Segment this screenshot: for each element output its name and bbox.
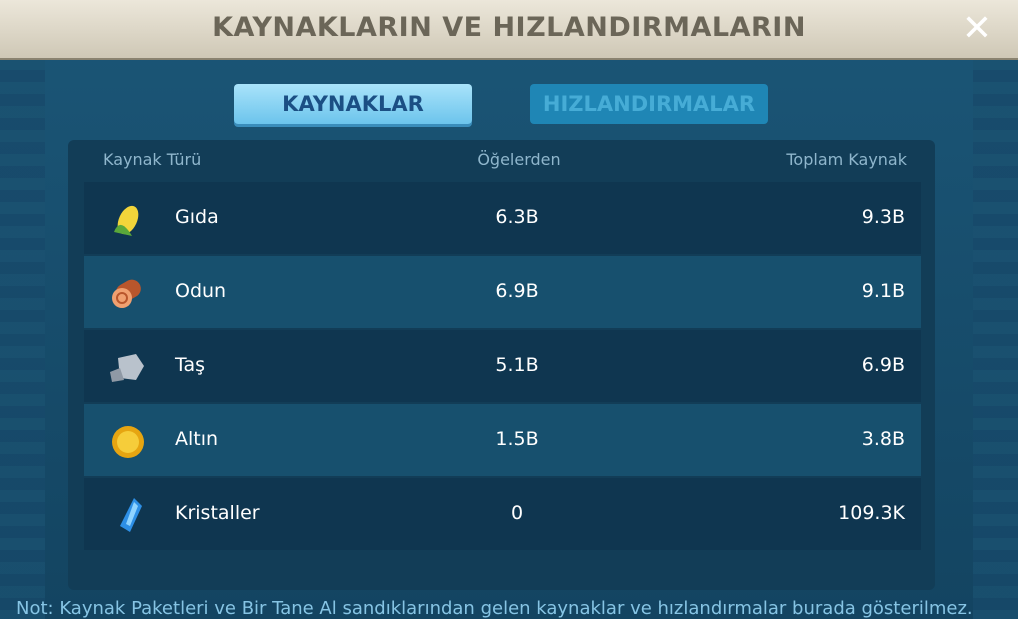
resource-icon bbox=[112, 426, 144, 458]
resource-icon bbox=[120, 498, 142, 532]
resource-icon bbox=[112, 279, 141, 308]
tab[interactable]: KAYNAKLAR bbox=[234, 84, 472, 124]
total-resource: 9.1B bbox=[861, 280, 905, 302]
total-resource: 6.9B bbox=[861, 354, 905, 376]
from-items: 6.9B bbox=[495, 280, 539, 302]
total-resource: 109.3K bbox=[838, 502, 905, 524]
from-items: 1.5B bbox=[495, 428, 539, 450]
note: Not: Kaynak Paketleri ve Bir Tane Al san… bbox=[16, 598, 973, 619]
table-row: Odun 6.9B 9.1B bbox=[84, 256, 921, 328]
resource-icon bbox=[110, 354, 144, 382]
total-resource: 3.8B bbox=[861, 428, 905, 450]
column-header: Kaynak Türü bbox=[103, 150, 202, 169]
resource-name: Taş bbox=[175, 354, 206, 376]
resource-name: Altın bbox=[175, 428, 219, 450]
border bbox=[973, 58, 1018, 619]
table-row: Taş 5.1B 6.9B bbox=[84, 330, 921, 402]
resource-icon bbox=[114, 205, 139, 236]
table-row: Altın 1.5B 3.8B bbox=[84, 404, 921, 476]
close-button[interactable]: ✕ bbox=[961, 8, 992, 49]
tab[interactable]: HIZLANDIRMALAR bbox=[530, 84, 768, 124]
resource-name: Odun bbox=[175, 280, 227, 302]
column-header: Öğelerden bbox=[477, 150, 561, 169]
title-bar: KAYNAKLARIN VE HIZLANDIRMALARIN ✕ bbox=[0, 0, 1018, 60]
resource-name: Gıda bbox=[175, 206, 219, 228]
from-items: 5.1B bbox=[495, 354, 539, 376]
total-resource: 9.3B bbox=[861, 206, 905, 228]
from-items: 6.3B bbox=[495, 206, 539, 228]
border bbox=[0, 58, 45, 619]
column-header: Toplam Kaynak bbox=[786, 150, 907, 169]
from-items: 0 bbox=[510, 502, 524, 524]
table-row: Gıda 6.3B 9.3B bbox=[84, 182, 921, 254]
resource-name: Kristaller bbox=[175, 502, 260, 524]
table-row: Kristaller 0 109.3K bbox=[84, 478, 921, 550]
title: KAYNAKLARIN VE HIZLANDIRMALARIN bbox=[212, 12, 806, 43]
